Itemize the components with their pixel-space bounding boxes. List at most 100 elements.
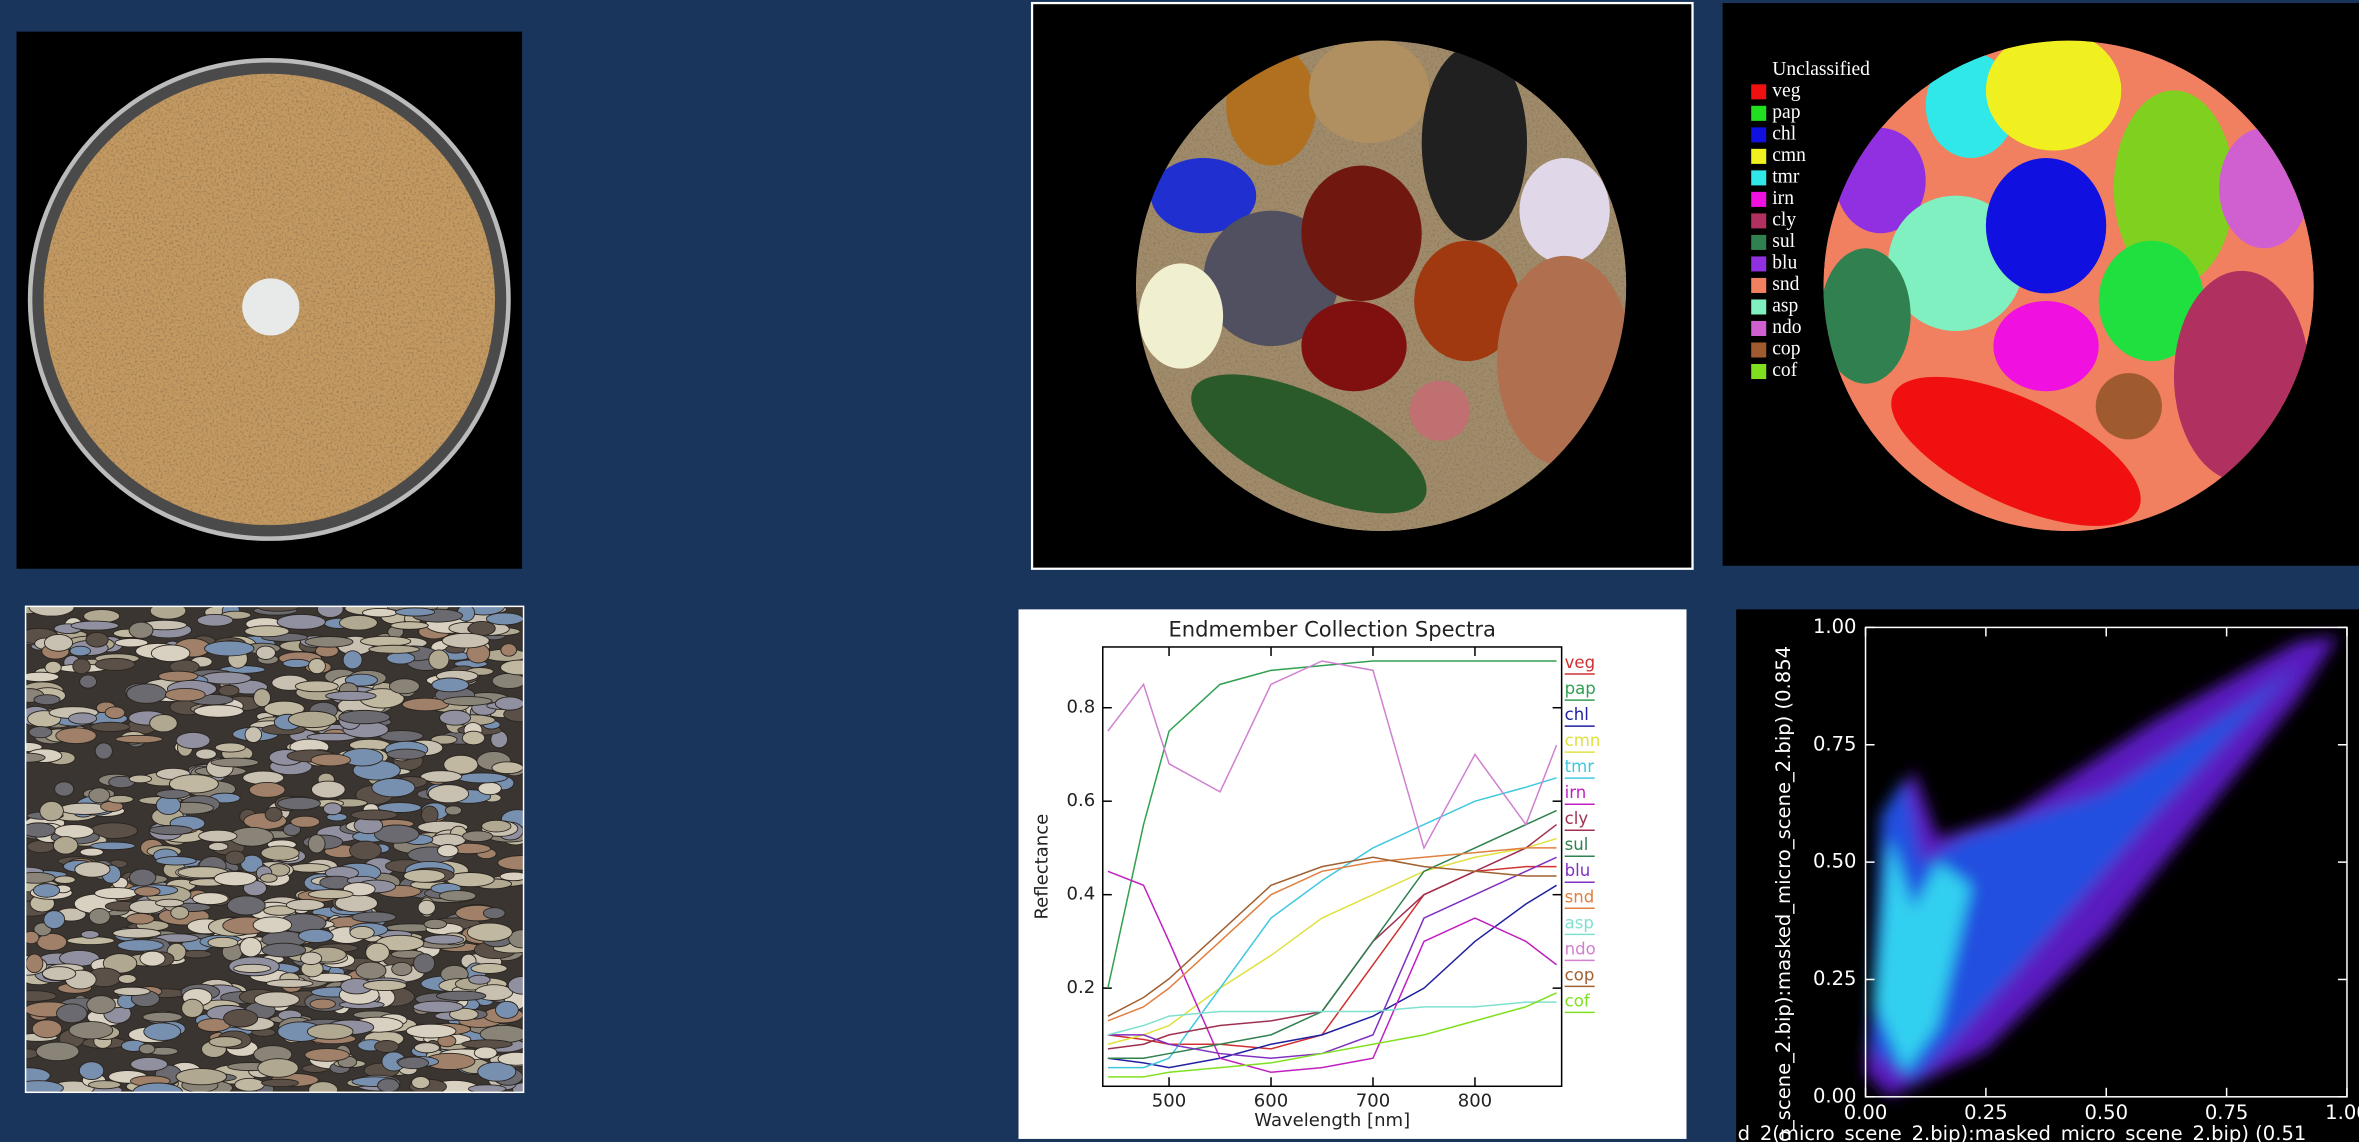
legend-label: irn (1565, 783, 1587, 802)
pebble (486, 613, 523, 625)
pebble (474, 1047, 497, 1059)
legend-label: ndo (1565, 939, 1596, 958)
y-axis-label: o_scene_2.bip):masked_micro_scene_2.bip)… (1772, 646, 1795, 1142)
pebble (95, 743, 112, 759)
pebble (80, 848, 103, 856)
legend-swatch (1751, 278, 1766, 293)
region (1993, 301, 2098, 391)
pebble (44, 911, 65, 929)
pebble (240, 937, 262, 956)
legend-label: snd (1772, 274, 1799, 295)
pebble (492, 673, 526, 688)
y-tick-label: 0.6 (1067, 790, 1096, 811)
x-axis-label: d_2(micro_scene_2.bip):masked_micro_scen… (1738, 1122, 2307, 1142)
pebble (116, 735, 163, 743)
region (2096, 373, 2162, 439)
pebble (215, 743, 245, 752)
pebble (234, 964, 271, 972)
pebble (309, 658, 326, 673)
pebble (129, 775, 151, 783)
pebble (256, 646, 275, 659)
coin (1410, 381, 1470, 441)
pebble (114, 987, 150, 995)
pebble (443, 697, 492, 706)
legend-swatch (1751, 321, 1766, 336)
legend-swatch (1751, 127, 1766, 142)
legend-swatch (1751, 364, 1766, 379)
page: {"classification_map":{"legend_title":"U… (0, 0, 2359, 1142)
pebble (309, 1082, 338, 1098)
pebble (150, 826, 193, 835)
canvas: Unclassified vegpapchlcmntmrirnclysulblu… (0, 0, 2359, 1142)
legend-label: pap (1772, 102, 1800, 123)
pebble (194, 705, 243, 717)
pebble (91, 722, 130, 731)
pebble (258, 1059, 299, 1078)
y-tick-label: 0.00 (1813, 1084, 1857, 1107)
pebble (79, 1062, 103, 1080)
pebble (208, 937, 238, 947)
pebble (29, 727, 52, 738)
pebble (140, 951, 165, 966)
pebble (196, 749, 217, 759)
legend-swatch (1751, 299, 1766, 314)
pebble (471, 963, 507, 973)
pebble (398, 1057, 429, 1069)
legend-swatch (1751, 235, 1766, 250)
pebble (412, 1077, 430, 1089)
pebble (439, 891, 476, 901)
legend-label: irn (1772, 188, 1794, 209)
pebble (245, 626, 289, 637)
pebble (55, 876, 76, 884)
pebble (227, 896, 265, 915)
y-tick-label: 0.4 (1067, 884, 1096, 905)
patch (1520, 158, 1610, 263)
pebble (375, 1040, 399, 1052)
pebble (108, 795, 134, 803)
legend-label: cop (1772, 338, 1800, 359)
legend-label: ndo (1772, 317, 1802, 338)
pebble-photo (6, 598, 549, 1102)
pebble (139, 1044, 155, 1054)
pebble (225, 851, 245, 865)
pebble (176, 732, 210, 748)
pebble (278, 797, 321, 809)
pebble (29, 598, 74, 616)
x-tick-label: 700 (1356, 1090, 1390, 1111)
legend-swatch (1751, 192, 1766, 207)
pebble (129, 869, 155, 886)
pebble (118, 974, 136, 983)
pebble (32, 1020, 62, 1038)
pebble (458, 773, 508, 783)
pebble (261, 1079, 298, 1087)
legend-label: pap (1565, 679, 1596, 698)
pebble (73, 659, 91, 674)
pebble (498, 1052, 535, 1065)
y-tick-label: 0.25 (1813, 967, 1857, 990)
pebble (165, 688, 205, 701)
legend-label: snd (1565, 887, 1595, 906)
legend-label: veg (1565, 653, 1595, 672)
pebble (362, 608, 397, 617)
pebble (144, 1023, 181, 1041)
pebble (277, 614, 325, 629)
pebble (501, 660, 540, 675)
legend-label: asp (1565, 913, 1594, 932)
pebble (295, 681, 338, 692)
x-axis-label: Wavelength [nm] (1254, 1110, 1410, 1131)
pebble (55, 782, 74, 796)
y-tick-label: 0.2 (1067, 977, 1096, 998)
pebble (245, 727, 262, 743)
pebble (199, 830, 237, 842)
pebble (258, 603, 299, 611)
pebble (36, 1042, 79, 1061)
legend-swatch (1751, 256, 1766, 271)
x-tick-label: 0.75 (2205, 1101, 2249, 1124)
pebble (339, 710, 390, 723)
legend-swatch (1751, 213, 1766, 228)
pebble (249, 782, 285, 797)
legend-swatch (1751, 342, 1766, 357)
legend-label: cmn (1565, 731, 1601, 750)
pebble (317, 601, 343, 618)
pebble (387, 749, 426, 759)
